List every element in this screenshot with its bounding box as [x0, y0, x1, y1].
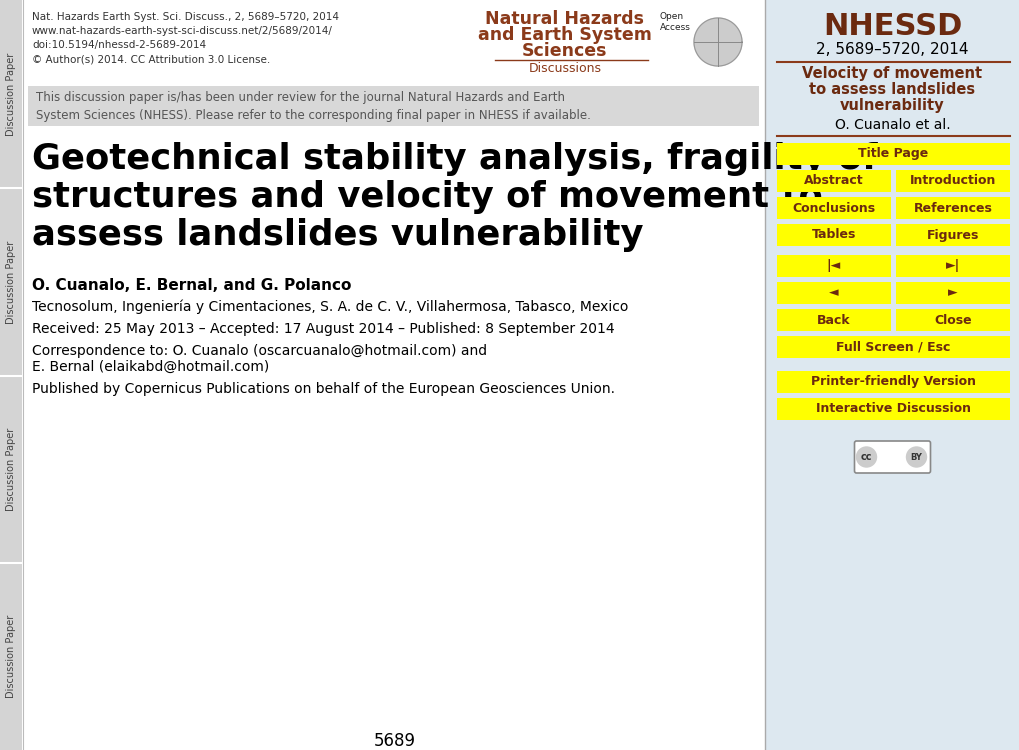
Text: cc: cc	[860, 452, 871, 462]
Bar	[895, 282, 1009, 304]
Text: Title Page: Title Page	[858, 148, 927, 160]
Bar	[28, 86, 758, 126]
Circle shape	[906, 447, 925, 467]
Text: Correspondence to: O. Cuanalo (oscarcuanalo@hotmail.com) and: Correspondence to: O. Cuanalo (oscarcuan…	[32, 344, 487, 358]
Text: structures and velocity of movement to: structures and velocity of movement to	[32, 180, 822, 214]
Text: 2, 5689–5720, 2014: 2, 5689–5720, 2014	[815, 42, 968, 57]
Circle shape	[856, 447, 875, 467]
Bar	[776, 255, 891, 277]
Text: Discussions: Discussions	[528, 62, 601, 75]
Bar	[0, 376, 22, 563]
Text: |◄: |◄	[826, 260, 841, 272]
Text: Open
Access: Open Access	[659, 12, 690, 32]
Bar	[776, 197, 891, 219]
Text: E. Bernal (elaikabd@hotmail.com): E. Bernal (elaikabd@hotmail.com)	[32, 360, 269, 374]
Text: Introduction: Introduction	[909, 175, 996, 188]
Text: References: References	[913, 202, 991, 214]
Text: www.nat-hazards-earth-syst-sci-discuss.net/2/5689/2014/: www.nat-hazards-earth-syst-sci-discuss.n…	[32, 26, 332, 36]
Text: 5689: 5689	[374, 732, 416, 750]
Text: Discussion Paper: Discussion Paper	[6, 53, 16, 136]
Bar	[895, 309, 1009, 331]
Text: Velocity of movement: Velocity of movement	[802, 66, 981, 81]
Text: ►: ►	[948, 286, 957, 299]
Bar	[776, 336, 1009, 358]
Text: vulnerability: vulnerability	[840, 98, 944, 113]
Bar	[776, 143, 1009, 165]
Text: to assess landslides: to assess landslides	[809, 82, 974, 97]
Text: doi:10.5194/nhessd-2-5689-2014: doi:10.5194/nhessd-2-5689-2014	[32, 40, 206, 50]
Text: Back: Back	[816, 314, 850, 326]
Polygon shape	[693, 18, 741, 66]
Text: Abstract: Abstract	[803, 175, 863, 188]
Text: Interactive Discussion: Interactive Discussion	[815, 403, 970, 416]
Text: Natural Hazards: Natural Hazards	[485, 10, 644, 28]
Text: Discussion Paper: Discussion Paper	[6, 615, 16, 698]
Text: NHESSD: NHESSD	[822, 12, 961, 41]
Bar	[776, 309, 891, 331]
Bar	[776, 371, 1009, 393]
Bar	[0, 188, 22, 376]
Text: Nat. Hazards Earth Syst. Sci. Discuss., 2, 5689–5720, 2014: Nat. Hazards Earth Syst. Sci. Discuss., …	[32, 12, 338, 22]
Text: and Earth System: and Earth System	[478, 26, 651, 44]
Text: O. Cuanalo et al.: O. Cuanalo et al.	[834, 118, 950, 132]
Bar	[776, 170, 891, 192]
Text: © Author(s) 2014. CC Attribution 3.0 License.: © Author(s) 2014. CC Attribution 3.0 Lic…	[32, 54, 270, 64]
Text: Tables: Tables	[811, 229, 855, 242]
Bar	[895, 170, 1009, 192]
Bar	[895, 224, 1009, 246]
Text: Conclusions: Conclusions	[792, 202, 874, 214]
Text: Tecnosolum, Ingeniería y Cimentaciones, S. A. de C. V., Villahermosa, Tabasco, M: Tecnosolum, Ingeniería y Cimentaciones, …	[32, 300, 628, 314]
Bar	[0, 0, 22, 188]
Text: Full Screen / Esc: Full Screen / Esc	[836, 340, 950, 353]
Text: Published by Copernicus Publications on behalf of the European Geosciences Union: Published by Copernicus Publications on …	[32, 382, 614, 396]
Text: Received: 25 May 2013 – Accepted: 17 August 2014 – Published: 8 September 2014: Received: 25 May 2013 – Accepted: 17 Aug…	[32, 322, 614, 336]
Bar	[895, 255, 1009, 277]
Bar	[776, 282, 891, 304]
Text: assess landslides vulnerability: assess landslides vulnerability	[32, 218, 643, 252]
Bar	[895, 197, 1009, 219]
Text: O. Cuanalo, E. Bernal, and G. Polanco: O. Cuanalo, E. Bernal, and G. Polanco	[32, 278, 351, 293]
Text: ►|: ►|	[945, 260, 959, 272]
Bar	[776, 398, 1009, 420]
Text: Discussion Paper: Discussion Paper	[6, 427, 16, 512]
Text: BY: BY	[910, 452, 921, 461]
Bar	[0, 563, 22, 750]
Bar	[764, 0, 1019, 750]
FancyBboxPatch shape	[854, 441, 929, 473]
Text: Close: Close	[933, 314, 971, 326]
Bar	[776, 224, 891, 246]
Text: Figures: Figures	[926, 229, 978, 242]
Text: Sciences: Sciences	[522, 42, 607, 60]
Text: This discussion paper is/has been under review for the journal Natural Hazards a: This discussion paper is/has been under …	[36, 91, 590, 122]
Text: ◄: ◄	[828, 286, 838, 299]
Text: Geotechnical stability analysis, fragility of: Geotechnical stability analysis, fragili…	[32, 142, 876, 176]
Text: Discussion Paper: Discussion Paper	[6, 240, 16, 324]
Text: Printer-friendly Version: Printer-friendly Version	[810, 376, 975, 388]
